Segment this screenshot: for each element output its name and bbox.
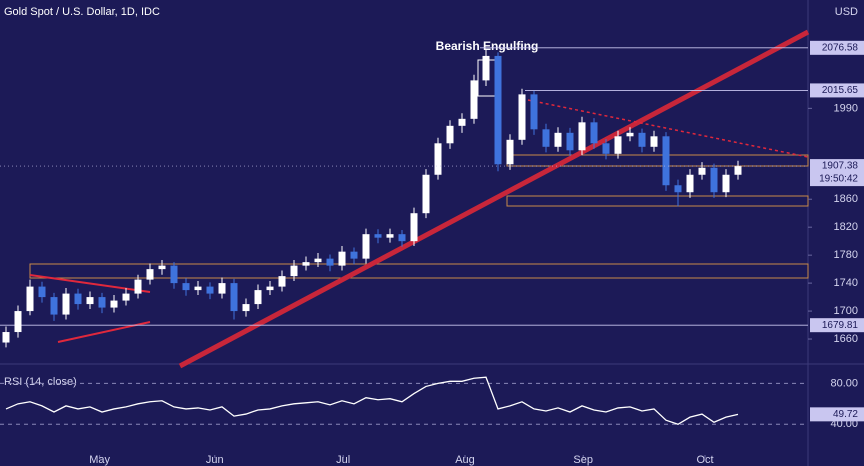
candle-body xyxy=(638,132,646,147)
candle-body xyxy=(374,234,382,238)
candle-body xyxy=(674,185,682,193)
x-tick-label: May xyxy=(89,454,110,466)
candle-body xyxy=(146,269,154,280)
candle-body xyxy=(254,290,262,305)
candle-body xyxy=(410,213,418,242)
candle-body xyxy=(458,118,466,126)
x-tick-label: Oct xyxy=(696,454,713,466)
candle-body xyxy=(542,129,550,147)
candle-body xyxy=(122,293,130,301)
last-price-label: 1907.38 xyxy=(822,161,859,172)
candle-body xyxy=(2,332,10,343)
last-price-tag xyxy=(810,159,864,187)
candle-body xyxy=(206,286,214,294)
candle-body xyxy=(278,276,286,287)
support-zone xyxy=(29,263,809,279)
candle-body xyxy=(14,311,22,333)
candle-body xyxy=(446,125,454,144)
candle-body xyxy=(242,304,250,312)
rsi-tick-label: 80.00 xyxy=(830,377,858,389)
candle-body xyxy=(98,297,106,308)
candle-body xyxy=(86,297,94,305)
level-tag xyxy=(810,83,864,98)
candle-body xyxy=(734,166,742,175)
candle-body xyxy=(710,167,718,193)
y-tick-label: 1700 xyxy=(834,305,858,317)
candle-body xyxy=(434,143,442,175)
candle-body xyxy=(722,174,730,193)
candle-body xyxy=(74,293,82,305)
candle-body xyxy=(578,122,586,151)
candle-body xyxy=(662,136,670,186)
candle-body xyxy=(50,297,58,315)
candle-body xyxy=(518,94,526,140)
candle-body xyxy=(494,55,502,165)
candle-body xyxy=(686,174,694,193)
candle-body xyxy=(170,265,178,284)
y-tick-label: 1740 xyxy=(834,277,858,289)
y-tick-label: 1660 xyxy=(834,333,858,345)
x-tick-label: Aug xyxy=(455,454,475,466)
candle-body xyxy=(422,174,430,214)
candle-body xyxy=(506,139,514,165)
triangle-line xyxy=(29,274,151,293)
candle-body xyxy=(26,286,34,312)
rsi-last-tag xyxy=(810,407,864,422)
candle-body xyxy=(194,286,202,291)
candle-body xyxy=(470,80,478,119)
candle-body xyxy=(698,167,706,175)
candle-body xyxy=(266,286,274,291)
candle-body xyxy=(626,132,634,137)
candle-body xyxy=(158,265,166,270)
rsi-title: RSI (14, close) xyxy=(4,376,77,388)
candle-body xyxy=(614,136,622,154)
candle-body xyxy=(350,251,358,259)
candle-body xyxy=(314,258,322,263)
candle-body xyxy=(110,300,118,308)
candle-body xyxy=(218,283,226,294)
chart-title: Gold Spot / U.S. Dollar, 1D, IDC xyxy=(4,6,160,18)
x-tick-label: Jun xyxy=(206,454,224,466)
candle-body xyxy=(398,234,406,242)
level-label: 2015.65 xyxy=(822,85,859,96)
y-tick-label: 1780 xyxy=(834,249,858,261)
level-label: 2076.58 xyxy=(822,42,859,53)
x-tick-label: Sep xyxy=(573,454,593,466)
candle-body xyxy=(290,265,298,277)
candle-body xyxy=(134,279,142,294)
candle-body xyxy=(530,94,538,130)
candle-body xyxy=(386,234,394,238)
currency: USD xyxy=(835,6,858,18)
candle-body xyxy=(326,258,334,266)
y-tick-label: 1820 xyxy=(834,221,858,233)
candle-body xyxy=(482,55,490,81)
candle-body xyxy=(590,122,598,144)
candle-body xyxy=(554,132,562,147)
x-tick-label: Jul xyxy=(336,454,350,466)
y-tick-label: 1860 xyxy=(834,193,858,205)
annotation: Bearish Engulfing xyxy=(436,39,539,53)
trendline xyxy=(178,29,810,369)
support-zone xyxy=(506,195,809,207)
candle-body xyxy=(182,283,190,291)
candle-body xyxy=(362,234,370,259)
candle-body xyxy=(338,251,346,266)
candle-body xyxy=(602,143,610,154)
countdown: 19:50:42 xyxy=(819,174,858,185)
candle-body xyxy=(62,293,70,315)
rsi-last-label: 49.72 xyxy=(833,409,858,420)
rsi-line xyxy=(5,376,739,426)
candle-body xyxy=(230,283,238,312)
candle-body xyxy=(566,132,574,151)
candle-body xyxy=(302,262,310,266)
y-tick-label: 1990 xyxy=(834,102,858,114)
level-label: 1679.81 xyxy=(822,320,859,331)
candle-body xyxy=(38,286,46,298)
level-tag xyxy=(810,318,864,333)
level-tag xyxy=(810,40,864,55)
candle-body xyxy=(650,136,658,147)
